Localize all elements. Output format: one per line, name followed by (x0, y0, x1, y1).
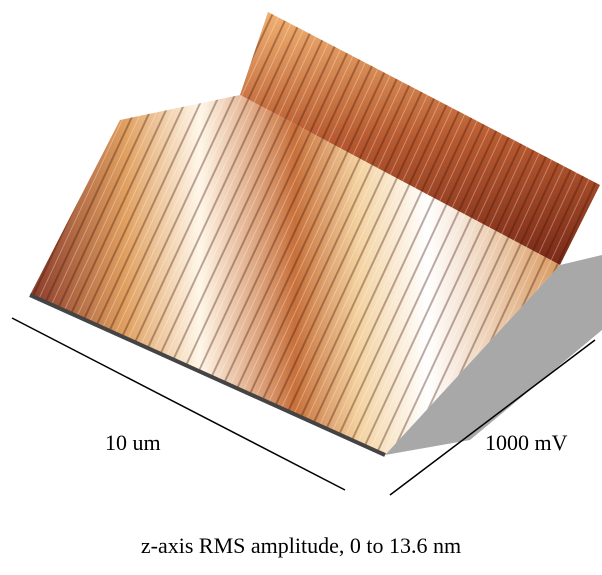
afm-figure: 10 um 1000 mV z-axis RMS amplitude, 0 to… (0, 0, 602, 575)
y-axis-label: 1000 mV (485, 430, 568, 455)
x-axis-label: 10 um (105, 430, 161, 455)
caption: z-axis RMS amplitude, 0 to 13.6 nm (141, 533, 461, 558)
